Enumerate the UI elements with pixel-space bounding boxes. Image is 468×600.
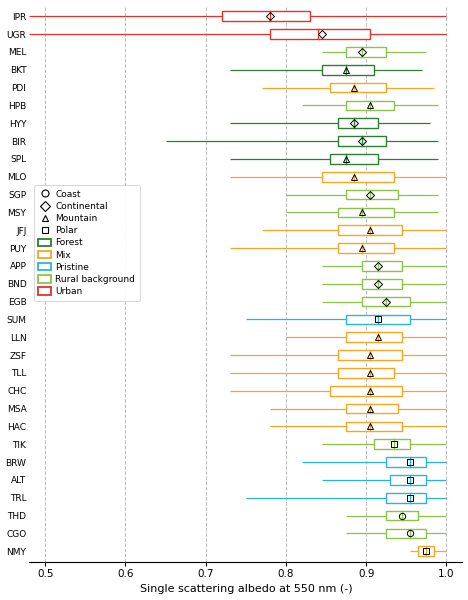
Bar	[346, 404, 398, 413]
Bar	[330, 386, 402, 395]
X-axis label: Single scattering albedo at 550 nm (-): Single scattering albedo at 550 nm (-)	[139, 584, 352, 595]
Bar	[338, 208, 394, 217]
Bar	[346, 101, 394, 110]
Bar	[338, 350, 402, 360]
Bar	[222, 11, 310, 21]
Bar	[346, 47, 386, 57]
Bar	[338, 136, 386, 146]
Bar	[322, 172, 394, 182]
Bar	[338, 118, 378, 128]
Bar	[418, 547, 434, 556]
Bar	[386, 511, 418, 520]
Bar	[338, 226, 402, 235]
Bar	[374, 439, 410, 449]
Bar	[386, 457, 426, 467]
Bar	[322, 65, 374, 74]
Bar	[386, 493, 426, 503]
Bar	[362, 296, 410, 307]
Bar	[362, 261, 402, 271]
Bar	[346, 422, 402, 431]
Bar	[330, 154, 378, 164]
Bar	[346, 314, 410, 325]
Bar	[270, 29, 370, 39]
Bar	[386, 529, 426, 538]
Bar	[362, 279, 402, 289]
Legend: Coast, Continental, Mountain, Polar, Forest, Mix, Pristine, Rural background, Ur: Coast, Continental, Mountain, Polar, For…	[34, 185, 140, 301]
Bar	[338, 243, 394, 253]
Bar	[390, 475, 426, 485]
Bar	[330, 83, 386, 92]
Bar	[338, 368, 394, 378]
Bar	[346, 332, 402, 342]
Bar	[346, 190, 398, 199]
